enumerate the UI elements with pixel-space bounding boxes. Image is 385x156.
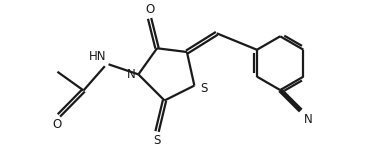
Text: N: N	[304, 113, 313, 126]
Text: O: O	[145, 3, 154, 16]
Text: O: O	[53, 118, 62, 131]
Text: HN: HN	[89, 50, 107, 63]
Text: N: N	[127, 68, 136, 81]
Text: S: S	[153, 134, 161, 147]
Text: S: S	[200, 82, 208, 95]
